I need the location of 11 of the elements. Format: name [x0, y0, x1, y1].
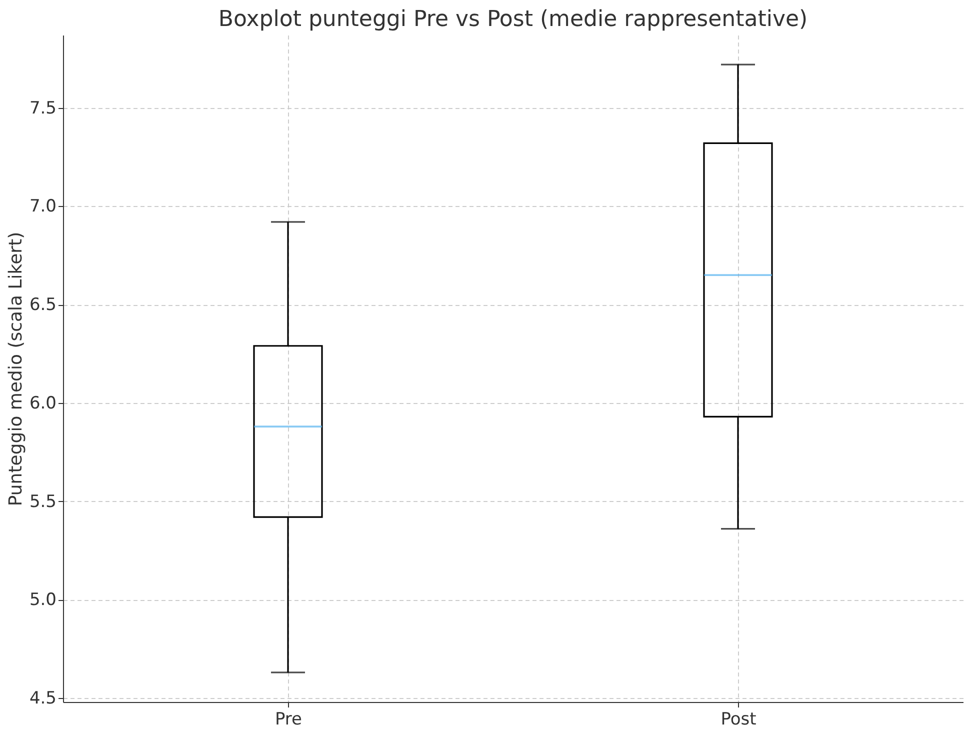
- y-tick-label: 7.0: [29, 196, 56, 217]
- y-tick-label: 5.0: [29, 590, 56, 610]
- y-tick-label: 5.5: [29, 492, 56, 512]
- y-tick-label: 7.5: [29, 98, 56, 118]
- x-tick-label: Pre: [274, 710, 302, 730]
- y-tick-label: 4.5: [29, 688, 56, 709]
- x-tick-label: Post: [720, 710, 757, 730]
- chart-title: Boxplot punteggi Pre vs Post (medie rappresentative): [218, 7, 808, 32]
- y-tick-label: 6.5: [29, 295, 56, 316]
- y-tick-label: 6.0: [29, 393, 56, 414]
- y-axis-title: Punteggio medio (scala Likert): [5, 232, 26, 506]
